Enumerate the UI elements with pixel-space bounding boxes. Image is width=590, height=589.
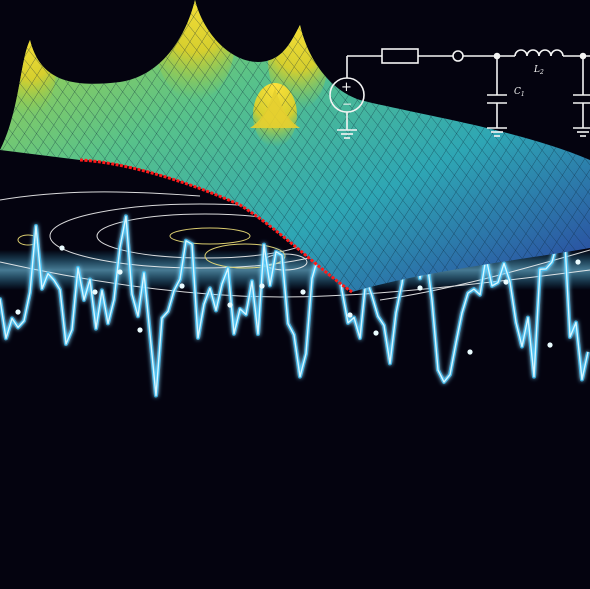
sparkle-dot bbox=[179, 283, 185, 289]
waveform-layer bbox=[0, 214, 590, 398]
ground-icon bbox=[487, 127, 507, 137]
sparkle-dot bbox=[137, 327, 143, 333]
ground-icon bbox=[337, 129, 357, 139]
sparkle-dot bbox=[259, 283, 265, 289]
sparkle-dot bbox=[59, 245, 65, 251]
sparkle-dot bbox=[503, 279, 509, 285]
waveform-sparkles bbox=[15, 245, 581, 355]
circuit-schematic bbox=[329, 48, 590, 139]
surface-spike bbox=[250, 88, 300, 128]
sparkle-dot bbox=[117, 269, 123, 275]
ground-icon bbox=[573, 127, 590, 137]
sparkle-dot bbox=[347, 312, 353, 318]
source-minus-sign: − bbox=[342, 97, 352, 111]
inductor-icon bbox=[514, 49, 564, 57]
waveform-signal-core bbox=[0, 215, 589, 397]
inductor-label: L2 bbox=[533, 65, 544, 76]
sparkle-dot bbox=[467, 349, 473, 355]
sparkle-dot bbox=[300, 289, 306, 295]
sparkle-dot bbox=[373, 330, 379, 336]
sparkle-dot bbox=[15, 309, 21, 315]
sparkle-dot bbox=[547, 342, 553, 348]
red-trace-line bbox=[79, 158, 353, 294]
sparkle-dot bbox=[417, 285, 423, 291]
sparkle-dot bbox=[92, 289, 98, 295]
capacitor-label: C1 bbox=[514, 87, 525, 98]
sparkle-dot bbox=[575, 259, 581, 265]
surface-mesh bbox=[0, 0, 590, 292]
sparkle-dot bbox=[227, 302, 233, 308]
source-plus-sign: + bbox=[341, 80, 352, 95]
